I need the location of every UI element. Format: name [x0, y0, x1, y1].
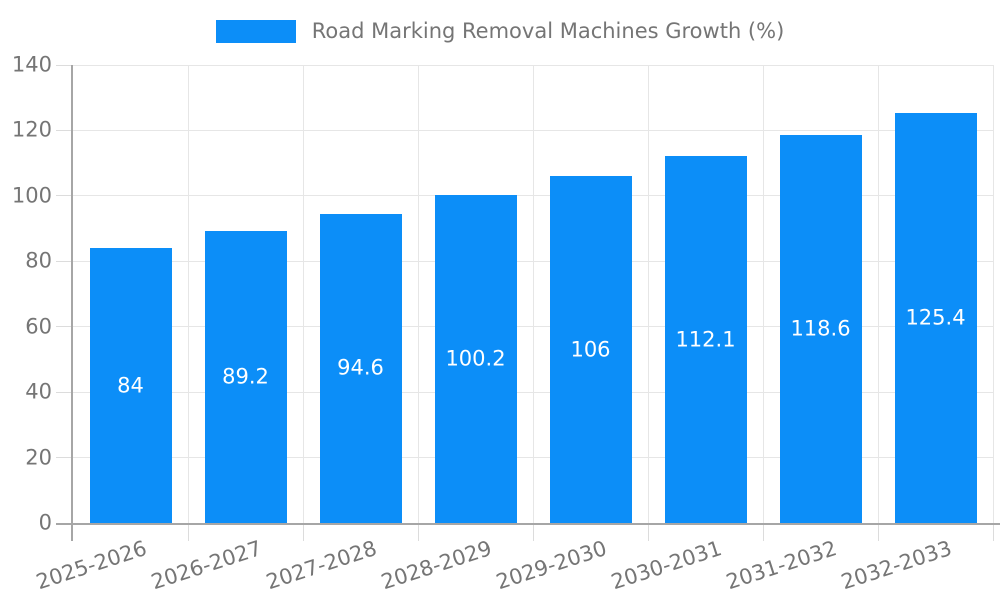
x-tick-mark: [762, 525, 764, 541]
bar-2027-2028[interactable]: 94.6: [319, 213, 402, 523]
bar-value-label: 89.2: [222, 364, 269, 389]
y-tick-mark: [56, 129, 73, 131]
bar-2025-2026[interactable]: 84: [89, 248, 172, 523]
bar-2026-2027[interactable]: 89.2: [204, 231, 287, 523]
x-tick-mark: [532, 525, 534, 541]
y-tick-label: 0: [38, 510, 52, 535]
y-tick-label: 60: [25, 314, 52, 339]
y-tick-label: 80: [25, 248, 52, 273]
y-tick-mark: [56, 260, 73, 262]
bar-2029-2030[interactable]: 106: [549, 176, 632, 523]
x-gridline: [762, 65, 764, 523]
y-tick-mark: [56, 391, 73, 393]
y-tick-label: 40: [25, 379, 52, 404]
x-tick-label: 2027-2028: [263, 536, 380, 595]
x-gridline: [992, 65, 994, 523]
bar-2028-2029[interactable]: 100.2: [434, 195, 517, 523]
x-tick-label: 2031-2032: [723, 536, 840, 595]
y-tick-mark: [56, 195, 73, 197]
y-tick-mark: [56, 326, 73, 328]
bar-value-label: 84: [117, 373, 144, 398]
bar-2031-2032[interactable]: 118.6: [779, 135, 862, 523]
x-tick-mark: [417, 525, 419, 541]
x-tick-mark: [877, 525, 879, 541]
x-gridline: [187, 65, 189, 523]
bar-value-label: 112.1: [675, 327, 736, 352]
y-tick-mark: [56, 64, 73, 66]
x-tick-label: 2032-2033: [838, 536, 955, 595]
bar-value-label: 94.6: [337, 355, 384, 380]
x-gridline: [302, 65, 304, 523]
x-gridline: [647, 65, 649, 523]
y-tick-label: 100: [11, 183, 52, 208]
y-tick-label: 120: [11, 117, 52, 142]
y-tick-mark: [56, 457, 73, 459]
bar-value-label: 125.4: [905, 305, 966, 330]
y-tick-label: 20: [25, 445, 52, 470]
x-tick-label: 2028-2029: [378, 536, 495, 595]
x-tick-label: 2029-2030: [493, 536, 610, 595]
y-tick-label: 140: [11, 52, 52, 77]
plot-area: 84 89.2 94.6 100.2 106 112.1 118.6 125.4 0 20 40 6…: [12, 54, 1000, 594]
legend-swatch: [215, 20, 296, 43]
x-tick-label: 2030-2031: [608, 536, 725, 595]
x-tick-mark: [187, 525, 189, 541]
bar-value-label: 100.2: [445, 346, 506, 371]
y-axis-line: [71, 65, 73, 541]
bar-2030-2031[interactable]: 112.1: [664, 156, 747, 523]
legend[interactable]: Road Marking Removal Machines Growth (%): [0, 20, 1000, 43]
x-axis-line: [56, 523, 1000, 525]
x-tick-mark: [302, 525, 304, 541]
bar-2032-2033[interactable]: 125.4: [894, 112, 977, 523]
bar-value-label: 106: [570, 337, 611, 362]
x-gridline: [532, 65, 534, 523]
legend-label: Road Marking Removal Machines Growth (%): [311, 19, 785, 43]
x-gridline: [877, 65, 879, 523]
x-tick-label: 2025-2026: [33, 536, 150, 595]
x-tick-mark: [647, 525, 649, 541]
x-tick-mark: [992, 525, 994, 541]
x-tick-label: 2026-2027: [148, 536, 265, 595]
x-gridline: [417, 65, 419, 523]
bar-value-label: 118.6: [790, 316, 851, 341]
